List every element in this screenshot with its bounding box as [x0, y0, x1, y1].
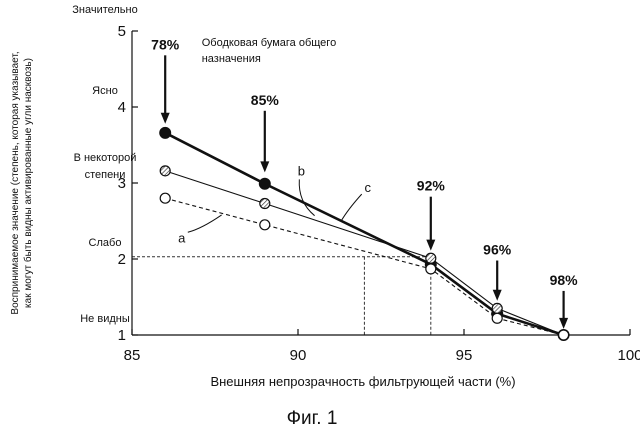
reference-lines [132, 257, 431, 335]
data-point-b-3 [492, 303, 502, 313]
y-tick-label-4: 5 [118, 23, 126, 40]
opacity-arrow-head-1 [260, 161, 269, 172]
data-point-a-2 [426, 264, 436, 274]
leader-line-b [299, 179, 314, 215]
y-qual-label-2-1: степени [85, 169, 126, 181]
y-qual-label-3-0: Слабо [89, 237, 122, 249]
data-point-a-4 [559, 330, 569, 340]
opacity-label-4: 98% [550, 272, 579, 288]
data-point-b-0 [160, 166, 170, 176]
x-tick-label-1: 90 [290, 347, 307, 364]
y-axis-title-line-0: Воспринимаемое значение (степень, котора… [10, 51, 21, 314]
opacity-label-2: 92% [417, 178, 446, 194]
y-qual-label-2-0: В некоторой [74, 152, 137, 164]
chart-text: 12345859095100ЗначительноЯсноВ некоторой… [10, 4, 640, 429]
series-label-b: b [298, 163, 305, 178]
opacity-arrow-head-0 [161, 113, 170, 124]
note-line-0: Ободковая бумага общего [202, 37, 336, 49]
y-tick-label-3: 4 [118, 99, 126, 116]
x-axis-title: Внешняя непрозрачность фильтрующей части… [210, 374, 515, 389]
series-label-a: a [178, 230, 186, 245]
y-axis-title-line-1: как могут быть видны активированные угли… [22, 58, 34, 308]
leader-line-c [341, 194, 362, 221]
data-point-a-3 [492, 313, 502, 323]
note-line-1: назначения [202, 53, 261, 65]
y-axis-title: Воспринимаемое значение (степень, котора… [10, 51, 34, 314]
data-point-a-0 [160, 193, 170, 203]
data-point-b-1 [260, 199, 270, 209]
y-tick-label-0: 1 [118, 327, 126, 344]
opacity-label-0: 78% [151, 36, 180, 52]
x-tick-label-0: 85 [124, 347, 141, 364]
opacity-label-3: 96% [483, 242, 512, 258]
data-point-b-2 [426, 253, 436, 263]
data-point-c-0 [160, 127, 171, 138]
opacity-arrow-head-4 [559, 318, 568, 329]
opacity-arrow-head-3 [493, 290, 502, 301]
leader-line-a [188, 215, 222, 232]
opacity-label-1: 85% [251, 92, 280, 108]
y-qual-label-4-0: Не видны [80, 313, 130, 325]
data-point-a-1 [260, 220, 270, 230]
y-tick-label-1: 2 [118, 251, 126, 268]
series-label-c: c [364, 180, 371, 195]
x-tick-label-3: 100 [617, 347, 640, 364]
axes [132, 31, 630, 335]
x-tick-label-2: 95 [456, 347, 473, 364]
y-qual-label-1-0: Ясно [92, 85, 118, 97]
opacity-arrow-head-2 [426, 240, 435, 251]
figure-caption: Фиг. 1 [287, 408, 338, 429]
data-point-c-1 [259, 178, 270, 189]
y-qual-label-0-0: Значительно [72, 4, 137, 16]
